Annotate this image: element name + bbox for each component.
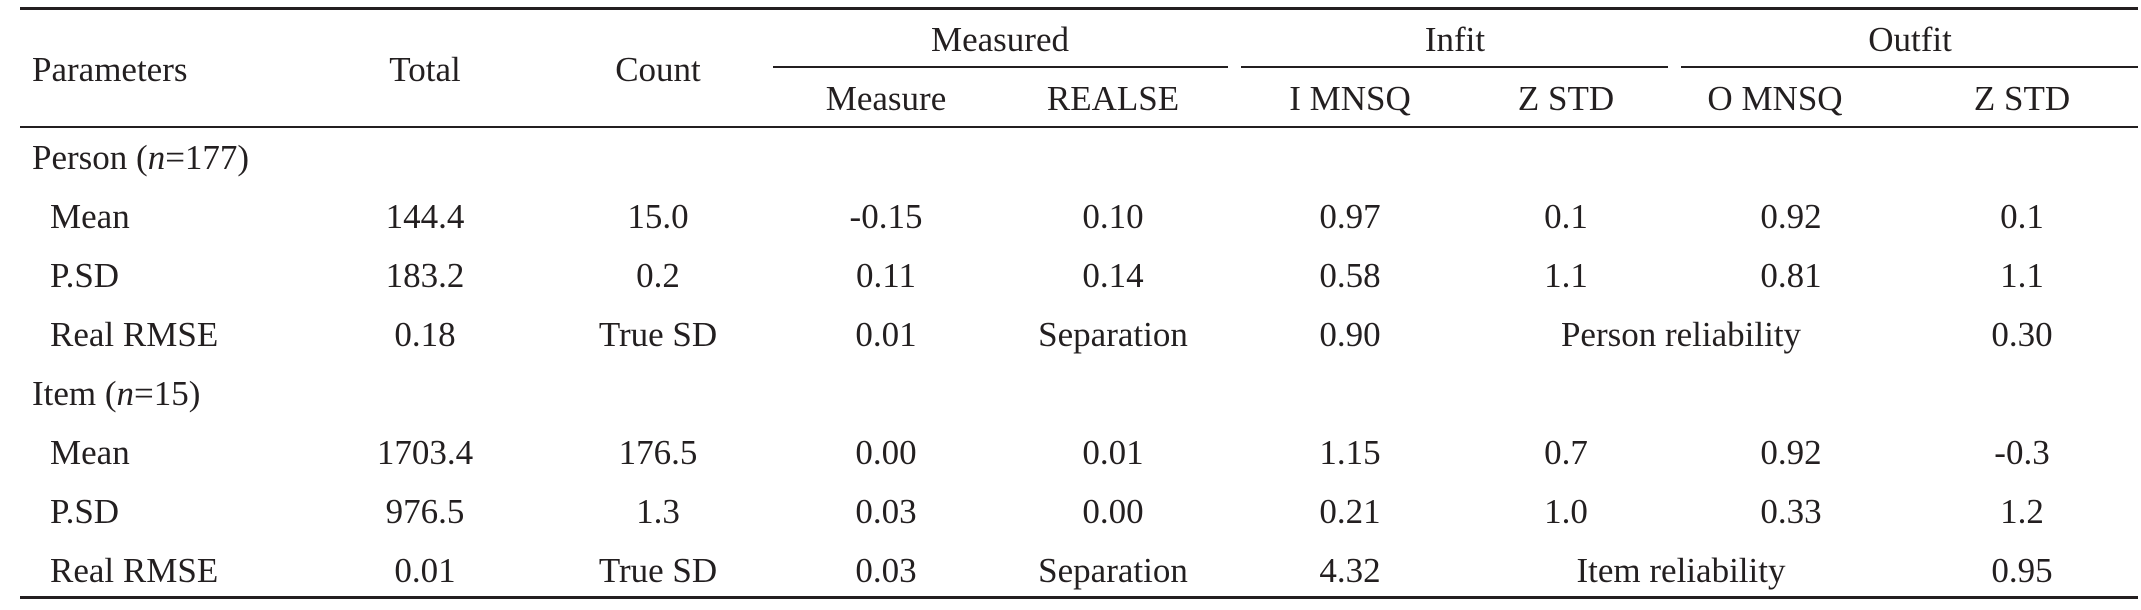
- cell-count: 176.5: [618, 433, 698, 472]
- cell-rmse: 0.18: [394, 315, 456, 354]
- cell-total: 1703.4: [376, 433, 474, 472]
- reliability-label: Item reliability: [1576, 551, 1786, 590]
- cell-realse: 0.01: [1082, 433, 1144, 472]
- cell-i-mnsq: 0.58: [1319, 256, 1381, 295]
- cell-o-mnsq: 0.33: [1760, 492, 1822, 531]
- reliability-label: Person reliability: [1560, 315, 1802, 354]
- row-label: Mean: [50, 433, 130, 472]
- header-group-outfit: Outfit: [1868, 20, 1952, 59]
- cell-measure: 0.03: [855, 492, 917, 531]
- true-sd-label: True SD: [598, 551, 718, 590]
- header-i-mnsq: I MNSQ: [1289, 79, 1411, 118]
- section-label-person: Person (n=177): [32, 136, 249, 180]
- cell-i-mnsq: 1.15: [1319, 433, 1381, 472]
- row-label: Real RMSE: [50, 551, 219, 590]
- cell-infit-zstd: 0.7: [1544, 433, 1588, 472]
- header-group-measured: Measured: [930, 20, 1070, 59]
- header-group-infit: Infit: [1424, 20, 1486, 59]
- cell-outfit-zstd: 1.1: [2000, 256, 2044, 295]
- row-label: P.SD: [50, 492, 120, 531]
- separation-label: Separation: [1038, 315, 1188, 354]
- header-infit-zstd: Z STD: [1517, 79, 1615, 118]
- cell-count: 1.3: [636, 492, 680, 531]
- section-label-item: Item (n=15): [32, 372, 200, 416]
- cell-realse: 0.00: [1082, 492, 1144, 531]
- bottom-rule: [20, 596, 2138, 599]
- row-label: P.SD: [50, 256, 120, 295]
- cell-i-mnsq: 0.97: [1319, 197, 1381, 236]
- top-rule: [20, 7, 2138, 10]
- n-value: =15): [134, 374, 201, 413]
- cell-rmse: 0.01: [394, 551, 456, 590]
- header-parameters: Parameters: [32, 50, 188, 89]
- cell-infit-zstd: 1.1: [1544, 256, 1588, 295]
- cell-outfit-zstd: 0.1: [2000, 197, 2044, 236]
- cell-total: 183.2: [385, 256, 465, 295]
- n-variable: n: [147, 138, 166, 177]
- section-label-text: Item (: [32, 374, 117, 413]
- cell-separation: 4.32: [1319, 551, 1381, 590]
- header-count: Count: [615, 50, 701, 89]
- n-variable: n: [116, 374, 135, 413]
- cell-o-mnsq: 0.92: [1760, 433, 1822, 472]
- separation-label: Separation: [1038, 551, 1188, 590]
- header-outfit-zstd: Z STD: [1973, 79, 2071, 118]
- cell-outfit-zstd: 1.2: [2000, 492, 2044, 531]
- cell-measure: -0.15: [849, 197, 923, 236]
- row-label: Real RMSE: [50, 315, 219, 354]
- infit-group-rule: [1241, 66, 1668, 68]
- header-o-mnsq: O MNSQ: [1707, 79, 1843, 118]
- cell-o-mnsq: 0.81: [1760, 256, 1822, 295]
- outfit-group-rule: [1681, 66, 2138, 68]
- cell-total: 144.4: [385, 197, 465, 236]
- header-measure: Measure: [825, 79, 947, 118]
- cell-realse: 0.14: [1082, 256, 1144, 295]
- cell-count: 0.2: [636, 256, 680, 295]
- cell-separation: 0.90: [1319, 315, 1381, 354]
- cell-reliability: 0.95: [1991, 551, 2053, 590]
- cell-reliability: 0.30: [1991, 315, 2053, 354]
- cell-outfit-zstd: -0.3: [1994, 433, 2050, 472]
- section-label-text: Person (: [32, 138, 148, 177]
- cell-realse: 0.10: [1082, 197, 1144, 236]
- measured-group-rule: [773, 66, 1228, 68]
- header-realse: REALSE: [1046, 79, 1180, 118]
- cell-infit-zstd: 0.1: [1544, 197, 1588, 236]
- cell-true-sd: 0.03: [855, 551, 917, 590]
- cell-total: 976.5: [385, 492, 465, 531]
- row-label: Mean: [50, 197, 130, 236]
- header-bottom-rule: [20, 126, 2138, 128]
- header-total: Total: [389, 50, 461, 89]
- cell-count: 15.0: [627, 197, 689, 236]
- true-sd-label: True SD: [598, 315, 718, 354]
- cell-o-mnsq: 0.92: [1760, 197, 1822, 236]
- n-value: =177): [165, 138, 250, 177]
- cell-i-mnsq: 0.21: [1319, 492, 1381, 531]
- cell-measure: 0.11: [856, 256, 916, 295]
- cell-measure: 0.00: [855, 433, 917, 472]
- cell-infit-zstd: 1.0: [1544, 492, 1588, 531]
- cell-true-sd: 0.01: [855, 315, 917, 354]
